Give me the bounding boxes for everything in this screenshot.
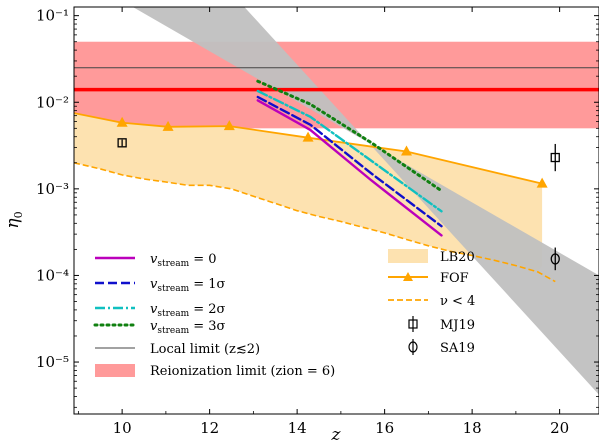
axes: 10 12 14 16 18 20 10⁻⁵ 10⁻⁴ 10⁻³ 10⁻² 10⁻¹ (36, 7, 599, 437)
mj19-marker (117, 138, 127, 148)
mj19-marker (550, 152, 560, 163)
x-axis-label: z (331, 425, 342, 444)
series-nu-lt4 (74, 162, 556, 283)
fof-marker (116, 116, 128, 127)
legend-left: vstream = 0 vstream = 1σ vstream = 2σ vs… (93, 252, 335, 379)
fof-marker (536, 177, 548, 188)
y-tick-label: 10⁻³ (36, 180, 69, 198)
x-tick-label: 12 (200, 419, 219, 437)
series-v3 (256, 79, 443, 193)
legend-label-v0: vstream = 0 (150, 252, 217, 269)
series-v0 (256, 99, 443, 237)
legend-label-fof: FOF (440, 271, 469, 286)
y-tick-label: 10⁻⁴ (36, 266, 69, 284)
legend-marker-mj19 (408, 319, 418, 329)
x-tick-label: 10 (113, 419, 132, 437)
y-tick-label: 10⁻¹ (36, 7, 69, 25)
y-axis-label: η0 (3, 211, 25, 228)
x-tick-label: 16 (375, 419, 394, 437)
plot-area (74, 7, 599, 395)
x-tick-label: 18 (463, 419, 482, 437)
sa19-marker (550, 253, 560, 265)
legend-right: LB20 FOF ν < 4 MJ19 SA19 (388, 249, 475, 356)
y-tick-label: 10⁻² (36, 93, 69, 111)
series-v2 (256, 89, 443, 213)
legend-swatch-reion (95, 364, 135, 377)
legend-label-reion: Reionization limit (zion = 6) (150, 364, 335, 379)
legend-marker-sa19 (408, 341, 418, 353)
series-v1 (256, 95, 443, 228)
legend-label-lb20: LB20 (440, 250, 475, 265)
fof-marker (401, 145, 412, 156)
legend-label-sa19: SA19 (440, 341, 475, 356)
lb20-band (74, 113, 543, 272)
legend-label-v3: vstream = 3σ (150, 319, 226, 336)
legend-swatch-lb20 (388, 249, 428, 263)
x-tick-label: 14 (288, 419, 307, 437)
fof-marker (302, 131, 314, 142)
legend-label-local: Local limit (z≲2) (150, 342, 260, 357)
fof-marker (162, 120, 174, 131)
legend-label-mj19: MJ19 (440, 318, 475, 333)
plot-frame (73, 6, 599, 415)
x-tick-label: 20 (550, 419, 569, 437)
y-tick-label: 10⁻⁵ (36, 353, 69, 371)
fof-marker (223, 120, 235, 131)
legend-marker-fof (403, 272, 413, 281)
legend-label-v1: vstream = 1σ (150, 277, 226, 294)
legend-label-nu: ν < 4 (440, 294, 475, 309)
legend-label-v2: vstream = 2σ (150, 302, 226, 319)
